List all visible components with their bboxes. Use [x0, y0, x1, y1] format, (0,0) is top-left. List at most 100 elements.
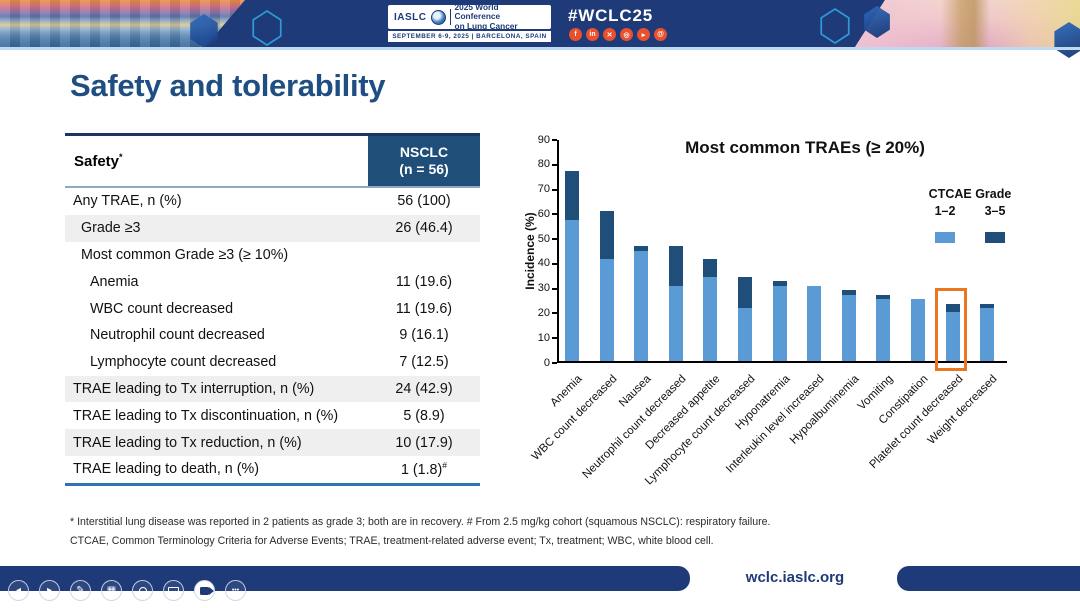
previous-slide-button[interactable]: ◂: [8, 580, 29, 601]
legend-swatch-grade-3-5: [985, 232, 1005, 243]
trae-bar-chart: Most common TRAEs (≥ 20%) CTCAE Grade 1–…: [520, 130, 1080, 488]
pen-button[interactable]: ✎: [70, 580, 91, 601]
bar-segment-grade-3-5: [772, 281, 787, 286]
table-row-label: WBC count decreased: [90, 300, 234, 317]
table-row: TRAE leading to Tx interruption, n (%) 24…: [65, 375, 480, 403]
y-axis-tick-label: 20: [537, 306, 550, 319]
table-row: Lymphocyte count decreased 7 (12.5): [65, 348, 480, 376]
table-row-value: 5 (8.9): [403, 407, 445, 424]
y-axis-tick-label: 0: [543, 356, 550, 369]
bar-segment-grade-1-2: [668, 285, 683, 361]
chart-title: Most common TRAEs (≥ 20%): [685, 138, 925, 157]
table-row: TRAE leading to Tx discontinuation, n (%…: [65, 402, 480, 430]
x-icon[interactable]: ✕: [603, 28, 616, 41]
table-row-label: TRAE leading to Tx discontinuation, n (%…: [73, 407, 339, 424]
y-axis-tick-mark: [552, 262, 557, 265]
legend-label-grade-1-2: 1–2: [934, 204, 956, 218]
table-row-value: 11 (19.6): [395, 300, 453, 317]
table-row-value: 24 (42.9): [395, 380, 453, 397]
highlight-box-platelet-count-decreased: [934, 287, 967, 371]
keyboard-button[interactable]: [163, 580, 184, 601]
sagrada-familia-photo: [855, 0, 1080, 47]
table-row-value: 56 (100): [397, 193, 451, 210]
bar-neutrophil-count-decreased: [668, 245, 683, 361]
bar-segment-grade-3-5: [841, 290, 856, 295]
y-axis-tick-mark: [552, 362, 557, 364]
table-row-value: 9 (16.1): [399, 327, 449, 344]
bar-segment-grade-1-2: [876, 299, 891, 361]
table-row: WBC count decreased 11 (19.6): [65, 295, 480, 322]
facebook-icon[interactable]: f: [569, 28, 582, 41]
chart-legend-swatches: [920, 232, 1020, 243]
magnifier-icon: [138, 586, 147, 595]
table-row: Anemia 11 (19.6): [65, 268, 480, 296]
bar-segment-grade-1-2: [703, 277, 718, 361]
youtube-icon[interactable]: ▸: [637, 28, 650, 41]
bar-segment-grade-1-2: [738, 307, 752, 361]
conference-hashtag: #WCLC25: [568, 6, 653, 25]
bar-segment-grade-3-5: [876, 294, 891, 300]
table-row-value: 7 (12.5): [399, 354, 449, 371]
presenter-toolbar: ◂ ▸ ✎ ▦ •••: [8, 580, 246, 601]
legend-swatch-grade-1-2: [935, 232, 955, 243]
table-row: Grade ≥3 26 (46.4): [65, 214, 480, 242]
table-row-label: TRAE leading to Tx interruption, n (%): [73, 380, 315, 397]
iaslc-emblem-icon: [430, 9, 446, 25]
hexagon-outline-decoration: [252, 10, 282, 46]
slide-footnotes: * Interstitial lung disease was reported…: [70, 513, 771, 550]
bar-constipation: [911, 299, 925, 361]
bar-weight-decreased: [980, 303, 995, 361]
safety-table-body: Any TRAE, n (%) 56 (100) Grade ≥3 26 (46.4)…: [65, 188, 480, 483]
bar-segment-grade-3-5: [703, 259, 718, 278]
y-axis-tick-mark: [552, 139, 557, 141]
conference-name: 2025 World Conference on Lung Cancer: [454, 1, 518, 31]
y-axis-tick-label: 80: [537, 158, 550, 171]
bar-segment-grade-3-5: [945, 303, 960, 313]
y-axis-tick-mark: [552, 337, 557, 340]
bar-anemia: [565, 170, 579, 361]
camera-button[interactable]: [194, 580, 215, 601]
threads-icon[interactable]: @: [654, 28, 667, 41]
bar-segment-grade-3-5: [980, 303, 995, 308]
y-axis-tick-label: 90: [537, 133, 550, 146]
y-axis-tick-label: 50: [537, 232, 550, 245]
safety-table-header-row: Safety* NSCLC (n = 56): [65, 136, 480, 188]
all-slides-button[interactable]: ▦: [101, 580, 122, 601]
footnote-line-1: * Interstitial lung disease was reported…: [70, 516, 771, 528]
conference-date-location: SEPTEMBER 6-9, 2025 | BARCELONA, SPAIN: [388, 31, 551, 42]
bar-hyponatremia: [772, 281, 787, 361]
bar-platelet-count-decreased: [945, 303, 960, 361]
safety-table-header-label: Safety*: [65, 136, 368, 186]
video-camera-icon: [200, 586, 214, 595]
bar-segment-grade-3-5: [634, 246, 649, 251]
bar-segment-grade-3-5: [668, 245, 683, 286]
bar-segment-grade-1-2: [911, 299, 925, 361]
more-options-button[interactable]: •••: [225, 580, 246, 601]
y-axis-tick-label: 10: [537, 331, 550, 344]
table-row-label: Any TRAE, n (%): [73, 193, 182, 210]
safety-table-header-cohort: NSCLC (n = 56): [368, 136, 480, 186]
bar-segment-grade-1-2: [841, 294, 856, 361]
table-row: Any TRAE, n (%) 56 (100): [65, 188, 480, 215]
legend-label-grade-3-5: 3–5: [984, 204, 1006, 218]
y-axis-tick-label: 70: [537, 183, 550, 196]
bar-segment-grade-1-2: [772, 285, 787, 361]
bar-hypoalbuminemia: [841, 290, 856, 361]
table-row-value: 26 (46.4): [395, 220, 453, 237]
instagram-icon[interactable]: ◎: [620, 28, 633, 41]
next-slide-button[interactable]: ▸: [39, 580, 60, 601]
linkedin-icon[interactable]: in: [586, 28, 599, 41]
table-row-label: TRAE leading to Tx reduction, n (%): [73, 434, 302, 451]
header-divider-strip: [0, 47, 1080, 50]
bar-segment-grade-1-2: [565, 219, 579, 361]
y-axis-tick-mark: [552, 287, 557, 290]
zoom-button[interactable]: [132, 580, 153, 601]
chart-y-axis-label: Incidence (%): [523, 212, 537, 290]
slide-title: Safety and tolerability: [70, 68, 386, 103]
logo-divider: [449, 9, 451, 25]
table-row-value: 1 (1.8)#: [400, 460, 448, 479]
y-axis-tick-label: 60: [537, 207, 550, 220]
bar-segment-grade-1-2: [599, 259, 614, 361]
bar-segment-grade-3-5: [738, 277, 752, 308]
